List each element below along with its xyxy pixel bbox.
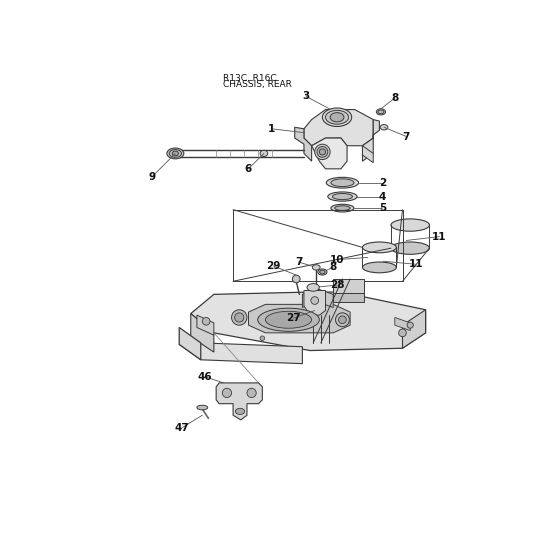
Circle shape	[222, 388, 232, 398]
Ellipse shape	[331, 204, 354, 212]
Polygon shape	[304, 291, 325, 315]
Circle shape	[232, 310, 247, 325]
Circle shape	[399, 329, 407, 337]
Circle shape	[407, 322, 413, 328]
Text: 11: 11	[432, 232, 447, 241]
Text: 1: 1	[268, 124, 275, 134]
Text: 4: 4	[379, 192, 386, 202]
Circle shape	[317, 147, 328, 157]
Polygon shape	[333, 279, 364, 293]
Ellipse shape	[362, 242, 396, 253]
Text: 47: 47	[175, 423, 190, 432]
Ellipse shape	[328, 192, 357, 201]
Ellipse shape	[260, 150, 268, 156]
Polygon shape	[216, 383, 262, 420]
Circle shape	[319, 149, 325, 155]
Ellipse shape	[378, 110, 384, 114]
Polygon shape	[295, 127, 311, 161]
Ellipse shape	[197, 405, 208, 410]
Ellipse shape	[391, 242, 430, 254]
Ellipse shape	[307, 283, 319, 291]
Text: 8: 8	[391, 93, 398, 103]
Ellipse shape	[325, 110, 348, 124]
Ellipse shape	[362, 262, 396, 273]
Polygon shape	[179, 343, 302, 363]
Polygon shape	[362, 146, 373, 162]
Text: 10: 10	[330, 255, 344, 265]
Text: 46: 46	[197, 372, 212, 382]
Ellipse shape	[323, 108, 352, 127]
Text: 27: 27	[286, 313, 301, 323]
Circle shape	[292, 275, 300, 283]
Text: 2: 2	[379, 178, 386, 188]
Polygon shape	[403, 310, 426, 348]
Text: 5: 5	[379, 203, 386, 213]
Ellipse shape	[312, 265, 320, 270]
Circle shape	[235, 313, 244, 322]
Circle shape	[247, 388, 256, 398]
Circle shape	[339, 316, 346, 324]
Ellipse shape	[391, 219, 430, 231]
Polygon shape	[179, 328, 200, 360]
Ellipse shape	[331, 179, 354, 186]
Circle shape	[260, 336, 265, 340]
Circle shape	[315, 144, 330, 160]
Circle shape	[335, 313, 349, 326]
Text: 3: 3	[302, 91, 310, 101]
Ellipse shape	[376, 109, 385, 115]
Ellipse shape	[235, 408, 245, 414]
Circle shape	[311, 297, 319, 305]
Text: 8: 8	[330, 263, 337, 272]
Ellipse shape	[258, 308, 319, 332]
Text: 28: 28	[330, 280, 344, 290]
Ellipse shape	[167, 148, 184, 159]
Text: 7: 7	[403, 132, 410, 142]
Ellipse shape	[320, 270, 325, 274]
Polygon shape	[304, 110, 373, 146]
Polygon shape	[333, 293, 364, 302]
Ellipse shape	[169, 150, 181, 157]
Ellipse shape	[330, 113, 344, 122]
Text: 6: 6	[245, 164, 252, 174]
Ellipse shape	[265, 311, 311, 328]
Text: R13C, R16C: R13C, R16C	[223, 74, 277, 83]
Ellipse shape	[380, 124, 388, 130]
Ellipse shape	[326, 178, 358, 188]
Polygon shape	[249, 305, 350, 333]
Polygon shape	[395, 318, 410, 330]
Polygon shape	[197, 315, 214, 335]
Ellipse shape	[333, 193, 352, 199]
Polygon shape	[302, 289, 333, 307]
Text: CHASSIS, REAR: CHASSIS, REAR	[223, 81, 292, 90]
Text: 29: 29	[266, 261, 281, 271]
Polygon shape	[311, 138, 347, 169]
Ellipse shape	[335, 206, 350, 211]
Circle shape	[202, 318, 210, 325]
Ellipse shape	[318, 269, 327, 275]
Text: 11: 11	[409, 259, 423, 269]
Polygon shape	[362, 119, 380, 161]
Polygon shape	[191, 314, 214, 352]
Text: 9: 9	[149, 171, 156, 181]
Ellipse shape	[172, 151, 179, 156]
Polygon shape	[191, 292, 426, 351]
Text: 7: 7	[295, 257, 302, 267]
